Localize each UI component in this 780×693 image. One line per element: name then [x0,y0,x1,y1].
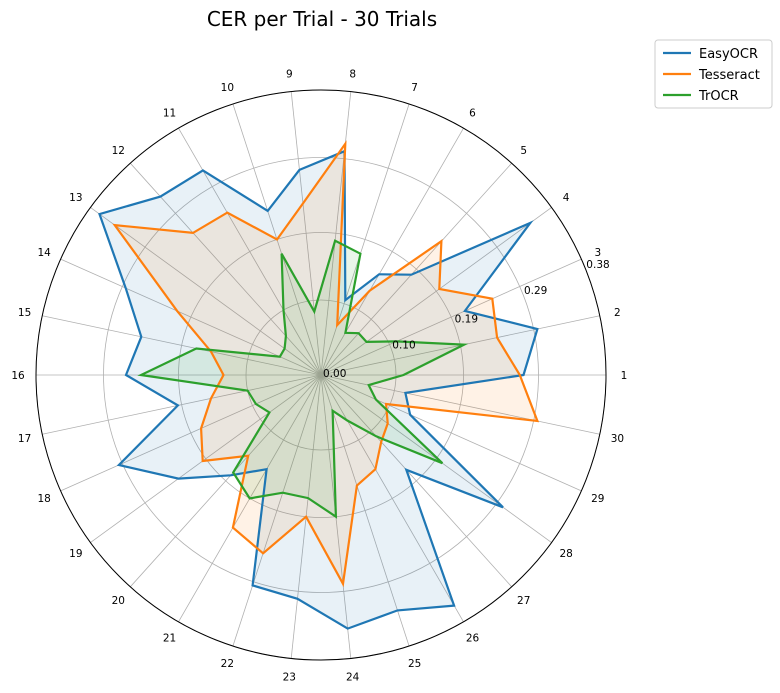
category-label: 27 [517,595,530,607]
category-label: 3 [594,247,601,259]
category-label: 24 [346,671,360,683]
grid-spoke [232,374,322,647]
category-label: 22 [221,658,234,670]
category-label: 5 [520,145,527,157]
grid-spoke [320,374,582,492]
legend-label: Tesseract [698,68,760,83]
grid-spoke [178,127,322,376]
grid-spoke [320,374,512,588]
category-label: 11 [163,108,176,120]
legend-label: TrOCR [698,89,739,104]
r-tick-label: 0.29 [524,285,547,297]
grid-spoke [320,162,512,376]
category-label: 25 [408,658,421,670]
axis-labels: 0.000.100.190.290.3812345678910111213141… [11,69,627,684]
category-label: 7 [411,82,418,94]
series-line-tesseract [112,140,540,588]
grid-spoke [320,207,552,376]
grid-spoke [320,103,410,376]
grid-spoke [90,207,322,376]
category-label: 18 [38,493,51,505]
category-label: 28 [559,548,572,560]
category-label: 16 [11,370,25,382]
category-label: 8 [349,69,356,81]
series-fill-easyocr [99,151,538,629]
category-label: 23 [283,671,296,683]
outer-frame [35,89,607,661]
polar-grid [35,89,607,661]
legend: EasyOCR Tesseract TrOCR [654,39,773,109]
legend-label: EasyOCR [699,47,758,62]
category-label: 26 [466,632,480,644]
category-label: 12 [112,145,125,157]
grid-spoke [130,374,322,588]
category-label: 6 [469,108,476,120]
chart-title: CER per Trial - 30 Trials [207,7,437,31]
grid-spoke [130,162,322,376]
category-label: 9 [286,69,293,81]
grid-spoke [320,91,352,376]
category-label: 13 [69,192,82,204]
series-layer [98,140,540,630]
category-label: 21 [163,632,176,644]
grid-spoke [90,374,322,543]
grid-spoke [320,374,464,623]
legend-box [654,39,773,109]
category-label: 17 [18,433,31,445]
grid-spoke [320,374,410,647]
series-line-trocr [137,239,469,519]
series-line-easyocr [98,149,539,630]
r-tick-label: 0.00 [323,368,346,380]
category-label: 10 [221,82,234,94]
grid-spoke [60,374,322,492]
category-label: 19 [69,548,82,560]
category-label: 1 [621,370,628,382]
r-tick-label: 0.19 [455,313,478,325]
grid-spoke [42,374,322,435]
series-fill-trocr [141,240,465,517]
category-label: 4 [563,192,570,204]
category-label: 30 [611,433,624,445]
grid-spoke [42,315,322,376]
category-label: 15 [18,307,31,319]
grid-spoke [320,258,582,376]
category-label: 20 [112,595,125,607]
grid-spoke [290,91,322,376]
category-label: 14 [38,247,52,259]
series-fill-tesseract [114,143,538,584]
r-tick-label: 0.38 [586,259,609,271]
category-label: 2 [614,307,621,319]
r-tick-label: 0.10 [392,339,415,351]
category-label: 29 [591,493,604,505]
